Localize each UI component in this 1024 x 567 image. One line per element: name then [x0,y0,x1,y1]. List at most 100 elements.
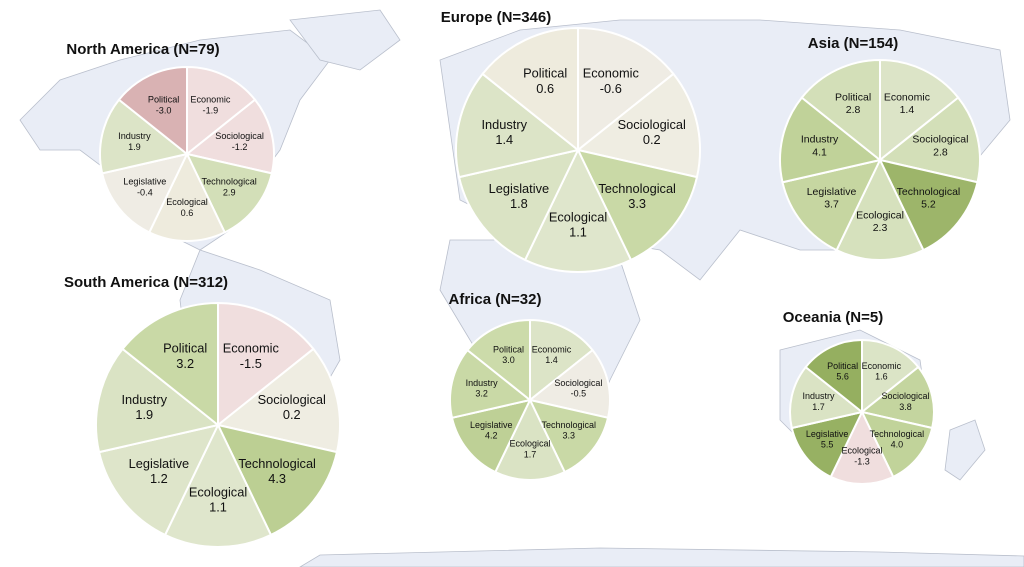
pie-slice [860,410,934,479]
slice-category: Industry [481,117,527,132]
pie-slice [217,301,315,428]
slice-category: Technological [542,420,597,430]
slice-category: Technological [897,186,961,198]
slice-value: 3.3 [628,196,646,211]
slice-category: Political [493,344,524,354]
slice-value: 4.2 [485,431,498,441]
slice-category: Sociological [215,131,264,141]
pie-slice [186,65,257,157]
slice-category: Ecological [166,197,208,207]
pie-slice [835,157,925,261]
slice-category: Political [148,94,179,104]
pie-slice [779,96,883,184]
slice-value: 1.2 [150,471,168,486]
pie-slice [575,72,701,179]
pie-slice [147,151,227,242]
slice-category: Economic [884,92,930,104]
pie-title: South America (N=312) [64,274,228,291]
slice-category: Industry [466,378,499,388]
pie-slice [789,365,865,430]
pie-slice [493,397,567,481]
pie-slice [455,72,581,179]
pie-slice [800,58,881,163]
slice-value: -3.0 [156,105,172,115]
slice-category: Political [163,341,207,356]
slice-category: Economic [862,361,902,371]
slice-value: 5.2 [921,199,936,211]
slice-value: -1.2 [232,142,248,152]
slice-value: 4.1 [812,146,827,158]
pie-slice [184,98,275,175]
pie-slice [216,423,339,537]
slice-value: 1.7 [524,449,537,459]
slice-category: Political [523,66,567,81]
pie-slice [879,58,960,163]
slice-category: Economic [583,66,640,81]
slice-value: 1.1 [569,225,587,240]
pie-slice [877,96,981,184]
pie-title: Asia (N=154) [808,35,898,52]
pie-slice [121,301,219,428]
slice-value: 2.8 [933,146,948,158]
slice-category: Technological [238,456,316,471]
pie-slice [577,26,675,153]
slice-category: Industry [801,134,839,146]
slice-value: 0.6 [536,81,554,96]
slice-category: Industry [118,131,151,141]
slice-category: Technological [202,177,257,187]
pie-slice [117,65,188,157]
pie-title: Africa (N=32) [449,291,542,308]
slice-value: 1.6 [875,372,888,382]
slice-category: Legislative [489,181,549,196]
slice-category: Economic [532,344,572,354]
slice-category: Economic [223,341,280,356]
slice-category: Ecological [841,446,882,456]
slice-category: Sociological [618,117,686,132]
pie-slice [781,158,882,252]
slice-value: 1.4 [545,355,558,365]
slice-category: Legislative [470,420,513,430]
pie-slice [804,338,863,415]
slice-value: -0.5 [571,389,587,399]
slice-category: Legislative [806,429,849,439]
slice-category: Sociological [912,134,968,146]
slice-value: 2.8 [846,104,861,116]
slice-category: Ecological [549,209,607,224]
slice-value: 3.2 [176,356,194,371]
pie-slice [97,423,220,537]
slice-category: Ecological [509,439,550,449]
pie-slice [95,347,221,454]
pie-slice [215,347,341,454]
pie-slice [185,152,274,234]
pie-slice [529,318,594,403]
pie-slice [861,338,920,415]
slice-value: 1.4 [900,104,915,116]
slice-value: 0.2 [283,407,301,422]
slice-category: Technological [870,429,925,439]
pie-slice [878,158,979,252]
slice-value: 4.3 [268,471,286,486]
slice-category: Industry [121,392,167,407]
slice-value: 3.3 [563,431,576,441]
slice-value: 3.2 [475,389,488,399]
slice-value: 3.0 [502,355,515,365]
slice-value: -0.6 [600,81,622,96]
slice-category: Industry [802,391,835,401]
slice-value: 2.9 [223,188,236,198]
slice-value: -1.9 [203,105,219,115]
pie-slice [450,398,532,474]
slice-value: 1.9 [135,407,153,422]
slice-category: Sociological [258,392,326,407]
slice-value: 0.6 [181,208,194,218]
pie-slice [528,398,610,474]
slice-value: 5.5 [821,440,834,450]
slice-value: 1.8 [510,196,528,211]
pie-slice [99,98,190,175]
slice-category: Technological [598,181,676,196]
slice-value: 5.6 [836,372,849,382]
slice-category: Economic [190,94,231,104]
pie-slice [527,348,611,419]
pie-title: Oceania (N=5) [783,309,883,326]
pie-slice [523,147,633,273]
slice-value: 1.7 [812,402,825,412]
